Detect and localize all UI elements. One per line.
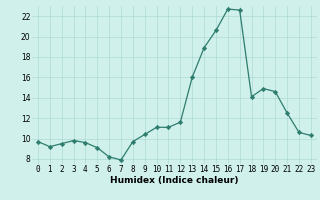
X-axis label: Humidex (Indice chaleur): Humidex (Indice chaleur) xyxy=(110,176,239,185)
